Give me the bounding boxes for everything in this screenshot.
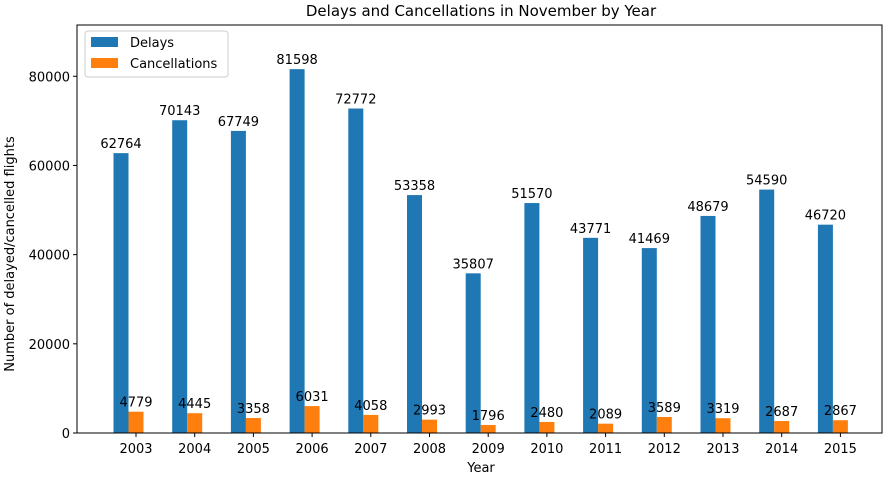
x-tick-label-2008: 2008 bbox=[413, 442, 446, 457]
data-label-delays-2006: 81598 bbox=[276, 53, 317, 68]
data-label-delays-2011: 43771 bbox=[570, 222, 611, 237]
data-label-cancellations-2005: 3358 bbox=[237, 402, 270, 417]
data-label-delays-2012: 41469 bbox=[629, 232, 670, 247]
x-tick-label-2006: 2006 bbox=[296, 442, 329, 457]
data-label-delays-2009: 35807 bbox=[453, 257, 494, 272]
data-label-cancellations-2007: 4058 bbox=[354, 399, 387, 414]
bar-delays-2008 bbox=[407, 195, 422, 433]
bar-cancellations-2013 bbox=[715, 418, 731, 433]
data-label-delays-2008: 53358 bbox=[394, 179, 435, 194]
data-label-delays-2004: 70143 bbox=[159, 104, 200, 119]
bar-cancellations-2014 bbox=[774, 421, 790, 433]
y-tick-label-20000: 20000 bbox=[29, 338, 70, 353]
data-label-delays-2003: 62764 bbox=[100, 137, 141, 152]
data-label-cancellations-2014: 2687 bbox=[765, 405, 798, 420]
x-tick-label-2011: 2011 bbox=[589, 442, 622, 457]
data-label-cancellations-2009: 1796 bbox=[472, 409, 505, 424]
bar-cancellations-2003 bbox=[128, 411, 144, 433]
bar-cancellations-2011 bbox=[598, 423, 614, 433]
data-label-delays-2010: 51570 bbox=[511, 187, 552, 202]
data-label-cancellations-2004: 4445 bbox=[178, 397, 211, 412]
bar-delays-2005 bbox=[230, 130, 246, 433]
data-label-delays-2005: 67749 bbox=[218, 115, 259, 130]
x-tick-label-2005: 2005 bbox=[237, 442, 270, 457]
data-label-cancellations-2003: 4779 bbox=[119, 396, 152, 411]
legend-swatch-delays bbox=[91, 37, 118, 47]
bar-cancellations-2010 bbox=[539, 421, 555, 433]
y-tick-label-80000: 80000 bbox=[29, 70, 70, 85]
bar-delays-2004 bbox=[172, 120, 188, 434]
data-label-cancellations-2010: 2480 bbox=[530, 406, 563, 421]
legend-box bbox=[84, 30, 229, 78]
bar-delays-2006 bbox=[289, 69, 305, 433]
data-label-cancellations-2012: 3589 bbox=[648, 401, 681, 416]
plot-area: 62764 70143 67749 81598 72772 53358 35807 51570… bbox=[29, 24, 883, 457]
bar-cancellations-2015 bbox=[832, 420, 848, 433]
data-label-delays-2014: 54590 bbox=[746, 174, 787, 189]
x-tick-label-2012: 2012 bbox=[648, 442, 681, 457]
data-label-cancellations-2011: 2089 bbox=[589, 408, 622, 423]
data-label-cancellations-2015: 2867 bbox=[824, 404, 857, 419]
x-axis-label: Year bbox=[466, 461, 495, 476]
bar-cancellations-2004 bbox=[187, 413, 203, 433]
y-axis-label: Number of delayed/cancelled flights bbox=[3, 136, 18, 372]
bar-cancellations-2009 bbox=[480, 424, 496, 433]
bar-delays-2010 bbox=[524, 203, 540, 433]
bar-delays-2011 bbox=[583, 237, 599, 433]
bar-cancellations-2006 bbox=[304, 406, 320, 433]
x-tick-label-2009: 2009 bbox=[472, 442, 505, 457]
bar-delays-2007 bbox=[348, 108, 364, 434]
x-tick-label-2013: 2013 bbox=[706, 442, 739, 457]
data-label-cancellations-2006: 6031 bbox=[296, 390, 329, 405]
x-tick-label-2015: 2015 bbox=[824, 442, 857, 457]
x-tick-label-2010: 2010 bbox=[530, 442, 563, 457]
data-label-delays-2007: 72772 bbox=[335, 93, 376, 108]
bar-delays-2003 bbox=[113, 153, 129, 434]
x-tick-label-2007: 2007 bbox=[354, 442, 387, 457]
bar-cancellations-2008 bbox=[422, 419, 437, 433]
legend-label-cancellations: Cancellations bbox=[130, 57, 218, 72]
y-tick-label-60000: 60000 bbox=[29, 159, 70, 174]
x-tick-label-2014: 2014 bbox=[765, 442, 798, 457]
y-tick-label-40000: 40000 bbox=[29, 249, 70, 264]
data-label-delays-2013: 48679 bbox=[687, 200, 728, 215]
bar-delays-2014 bbox=[759, 189, 775, 433]
legend-label-delays: Delays bbox=[130, 36, 174, 51]
data-label-cancellations-2008: 2993 bbox=[413, 404, 446, 419]
bar-cancellations-2005 bbox=[245, 418, 261, 433]
bar-cancellations-2012 bbox=[656, 416, 672, 433]
axes-frame bbox=[76, 24, 883, 434]
bar-delays-2009 bbox=[465, 273, 481, 433]
bar-cancellations-2007 bbox=[363, 414, 379, 433]
x-tick-label-2003: 2003 bbox=[119, 442, 152, 457]
data-label-delays-2015: 46720 bbox=[805, 209, 846, 224]
legend: Delays Cancellations bbox=[84, 30, 229, 78]
chart-title: Delays and Cancellations in November by … bbox=[306, 2, 657, 20]
data-label-cancellations-2013: 3319 bbox=[706, 402, 739, 417]
y-tick-label-0: 0 bbox=[62, 427, 70, 442]
bar-delays-2015 bbox=[817, 224, 833, 433]
bar-delays-2012 bbox=[641, 248, 657, 433]
legend-swatch-cancellations bbox=[91, 58, 118, 68]
bar-delays-2013 bbox=[700, 215, 716, 433]
x-tick-label-2004: 2004 bbox=[178, 442, 211, 457]
